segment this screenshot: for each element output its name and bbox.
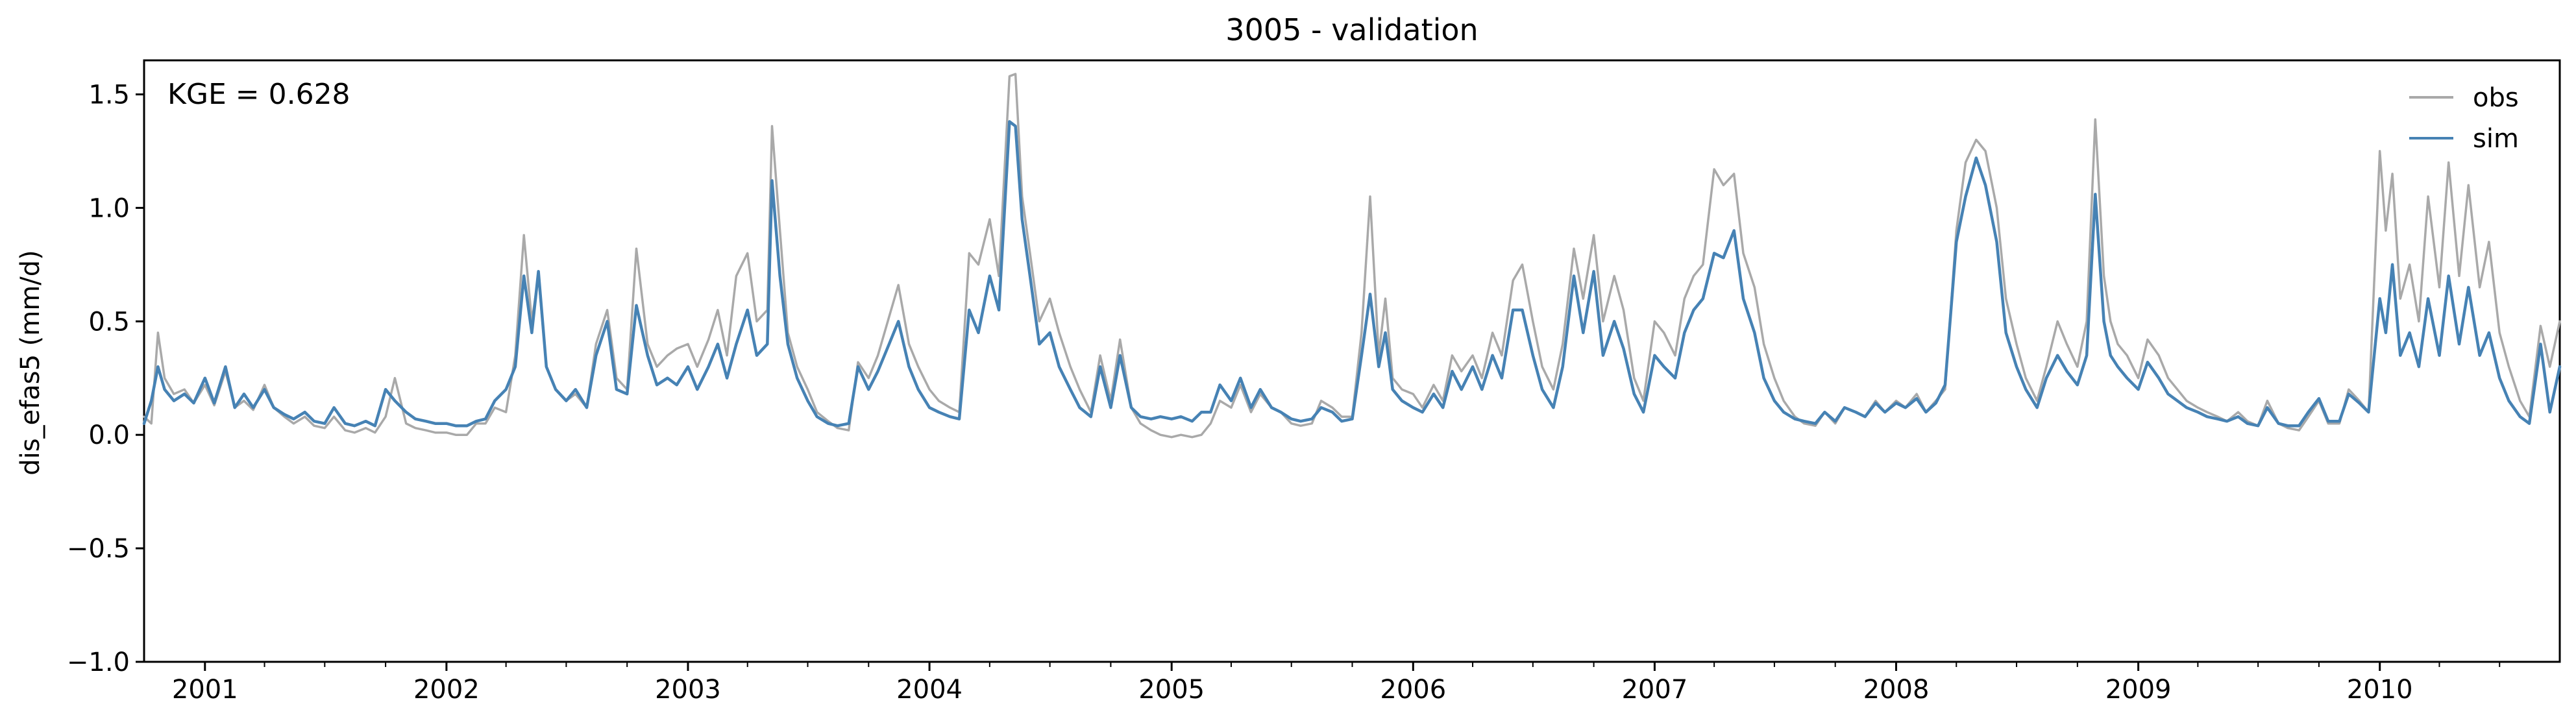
x-axis: 2001 2002 2003 2004 2005 2006 2007 2008 2009 2010 bbox=[172, 662, 2501, 705]
plot-area: −1.0−0.50.00.51.01.5 2001 2002 2003 2004 200… bbox=[67, 59, 2562, 705]
y-tick-label: 1.5 bbox=[88, 80, 130, 110]
x-tick-label: 2010 bbox=[2347, 675, 2413, 705]
y-tick-label: −0.5 bbox=[67, 534, 130, 564]
chart-legend: obs sim bbox=[2409, 83, 2519, 154]
x-tick-label: 2007 bbox=[1621, 675, 1687, 705]
x-tick-label: 2006 bbox=[1380, 675, 1446, 705]
series-group bbox=[142, 73, 2562, 439]
x-tick-label: 2008 bbox=[1863, 675, 1930, 705]
y-axis: −1.0 −0.5 0.0 0.5 1.0 1.5 bbox=[67, 80, 144, 677]
x-tick-label: 2004 bbox=[896, 675, 963, 705]
x-tick-label: 2009 bbox=[2105, 675, 2172, 705]
legend-label-sim: sim bbox=[2473, 124, 2519, 154]
y-tick-label: 1.0 bbox=[88, 193, 130, 223]
x-tick-label: 2003 bbox=[655, 675, 721, 705]
x-tick-label: 2005 bbox=[1138, 675, 1205, 705]
y-tick-label: 0.5 bbox=[88, 307, 130, 337]
kge-annotation: KGE = 0.628 bbox=[167, 78, 350, 111]
chart-title: 3005 - validation bbox=[1225, 12, 1478, 47]
y-tick-label: −1.0 bbox=[67, 648, 130, 677]
y-axis-label: dis_efas5 (mm/d) bbox=[16, 250, 45, 476]
x-tick-label: 2001 bbox=[172, 675, 238, 705]
legend-label-obs: obs bbox=[2473, 83, 2519, 113]
x-tick-label: 2002 bbox=[413, 675, 480, 705]
y-tick-label: 0.0 bbox=[88, 420, 130, 450]
series-line-sim bbox=[142, 120, 2562, 428]
